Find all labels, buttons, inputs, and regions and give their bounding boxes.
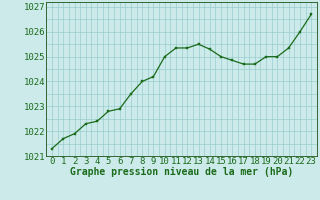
X-axis label: Graphe pression niveau de la mer (hPa): Graphe pression niveau de la mer (hPa) [70, 167, 293, 177]
